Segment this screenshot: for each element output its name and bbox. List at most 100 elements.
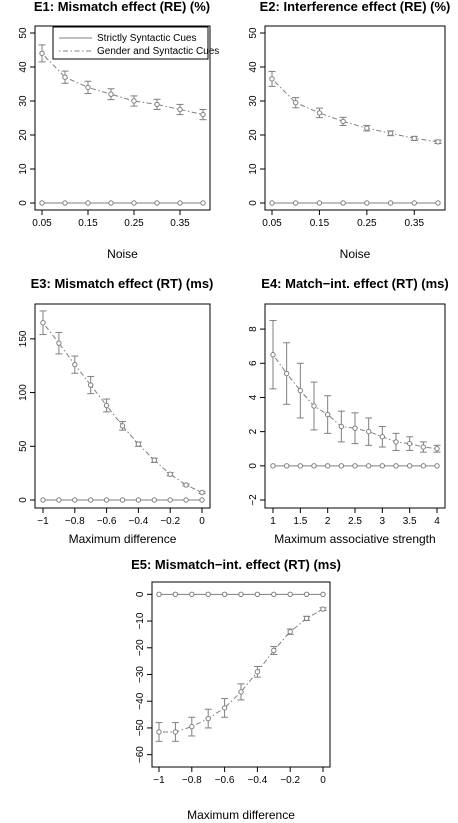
panel-2-series-0-point-2 [316,200,323,206]
panel-3-ytick-label-2: 100 [18,384,29,401]
panel-2-series-1-point-0 [269,76,275,82]
panel-4-xtick-label-4: 3 [380,516,386,527]
panel-3-xtick-label-2: −0.6 [97,516,117,527]
panel-3-title: E3: Mismatch effect (RT) (ms) [31,276,214,291]
panel-4-series-1-point-3 [311,403,317,409]
panel-1-series-0-point-1 [62,200,68,206]
panel-5-series-0-point-3 [205,591,211,598]
panel-1-ytick-label-1: 10 [18,163,29,175]
panel-5-series-1-point-9 [303,615,310,622]
panel-3-ytick-label-3: 150 [18,330,29,347]
panel-3-series-1-line [42,322,203,493]
panel-4-xtick-label-0: 1 [270,516,276,527]
panel-2-series-0-point-7 [435,200,441,206]
panel-4-series-1-point-0 [270,352,276,358]
panel-4-series-1-point-1 [283,370,290,377]
panel-4-series-0-point-9 [393,463,399,469]
panel-5-ytick-label-0: 0 [135,591,146,597]
panel-1-series-1-point-6 [177,106,183,113]
panel-5-series-0-point-4 [221,591,228,598]
panel-4-series-0-point-4 [324,463,331,469]
panel-2: E2: Interference effect (RE) (%) 0.05 0.15… [248,0,450,261]
panel-3-series-0-point-0 [40,497,46,503]
panel-5-series-1-point-6 [254,669,261,675]
panel-3-series-0-point-2 [72,497,78,503]
panel-4-ytick-label-4: 6 [248,360,259,366]
panel-1-xtick-label-3: 0.35 [170,218,190,229]
panel-5-series-0-point-2 [189,591,195,598]
panel-5-ytick-label-6: −60 [135,746,146,763]
legend-label-1: Gender and Syntactic Cues [97,46,219,57]
panel-3-xtick-label-3: −0.4 [129,516,149,527]
panel-4-series-1-point-7 [365,428,372,435]
panel-4-title: E4: Match−int. effect (RT) (ms) [261,276,448,291]
panel-1-series-0-point-3 [108,200,114,206]
panel-3-xtick-label-4: −0.2 [160,516,180,527]
panel-2-series-0-point-1 [293,200,299,206]
panel-4-ytick-label-1: 0 [248,463,259,469]
panel-5-series-0-point-10 [320,591,326,598]
panel-5-series-1-point-1 [172,729,179,735]
panel-2-series-1-line [271,78,439,143]
panel-5-xtick-label-5: 0 [320,775,326,786]
panel-3-series-1-point-9 [183,482,189,488]
panel-2-series-0-point-4 [364,200,370,206]
panel-4-series-0-point-8 [379,463,386,469]
panel-3-series-1-point-5 [119,423,126,429]
panel-4-ytick-label-2: 2 [248,428,259,434]
panel-5-series-1-point-5 [238,689,244,695]
panel-2-ytick-label-1: 10 [248,163,259,175]
panel-2-series-1-point-2 [316,110,323,116]
panel-3-series-0-point-9 [183,497,189,503]
panel-2-series-0-point-3 [340,200,346,206]
panel-2-series-1-point-4 [364,125,370,131]
panel-3-series-1-point-8 [167,471,173,477]
panel-5-series-1-line [159,608,324,733]
panel-1-title: E1: Mismatch effect (RE) (%) [34,0,210,14]
panel-5-ytick-label-4: −40 [135,692,146,709]
panel-1-series-1-point-5 [154,101,160,108]
panel-2-title: E2: Interference effect (RE) (%) [260,0,451,14]
panel-1-series-0-point-0 [39,200,45,206]
panel-5-series-0-point-0 [156,591,162,598]
panel-3-series-1-point-7 [151,457,158,463]
panel-3-series-0-point-10 [199,497,205,503]
panel-4-series-1-point-8 [379,434,386,440]
panel-3-series-0-point-1 [56,497,62,503]
panel-3-series-1-point-6 [135,441,142,447]
panel-4-xtick-label-5: 3.5 [403,516,417,527]
panel-4-series-1-point-12 [434,446,440,452]
panel-1-series-1-point-1 [62,74,68,80]
panel-4-series-0-point-1 [283,463,290,469]
panel-4-xtick-label-3: 2.5 [348,516,362,527]
panel-5-xtick-label-4: −0.2 [280,775,300,786]
panel-2-xtick-label-0: 0.05 [262,218,282,229]
panel-3-series-0-point-8 [167,497,173,503]
panel-4-series-0-point-0 [270,463,276,469]
panel-4-series-0-point-6 [352,463,358,469]
panel-2-frame [264,25,446,211]
legend-box [52,26,209,60]
panel-1-ytick-label-2: 20 [18,129,29,141]
panel-1: E1: Mismatch effect (RE) (%) 0.05 0.15 0.25… [18,0,211,261]
panel-4-xtick-label-6: 4 [434,516,440,527]
panel-3-series-0-point-5 [119,497,126,503]
panel-4-series-0-point-7 [365,463,372,469]
panel-1-series-1-point-2 [85,84,91,91]
panel-3-xtick-label-0: −1 [37,516,49,527]
panel-3-series-1-point-10 [199,489,205,496]
panel-3-series-1-point-0 [40,320,46,326]
panel-5-series-0-point-1 [172,591,179,598]
legend: Strictly Syntactic Cues Gender and Synta… [52,26,219,60]
panel-4-ytick-label-5: 8 [248,326,259,332]
panel-5-series-1-point-4 [221,705,228,711]
panel-5-series-1-point-8 [287,629,293,635]
panel-4-series-0-point-12 [434,463,440,469]
panel-1-series-1-point-7 [200,111,206,118]
panel-1-xtick-label-0: 0.05 [32,218,52,229]
panel-5-ytick-label-5: −50 [135,719,146,736]
panel-5-series-1-point-2 [189,723,195,730]
panel-1-xtick-label-1: 0.15 [78,218,98,229]
panel-4-xtick-label-2: 2 [325,516,331,527]
